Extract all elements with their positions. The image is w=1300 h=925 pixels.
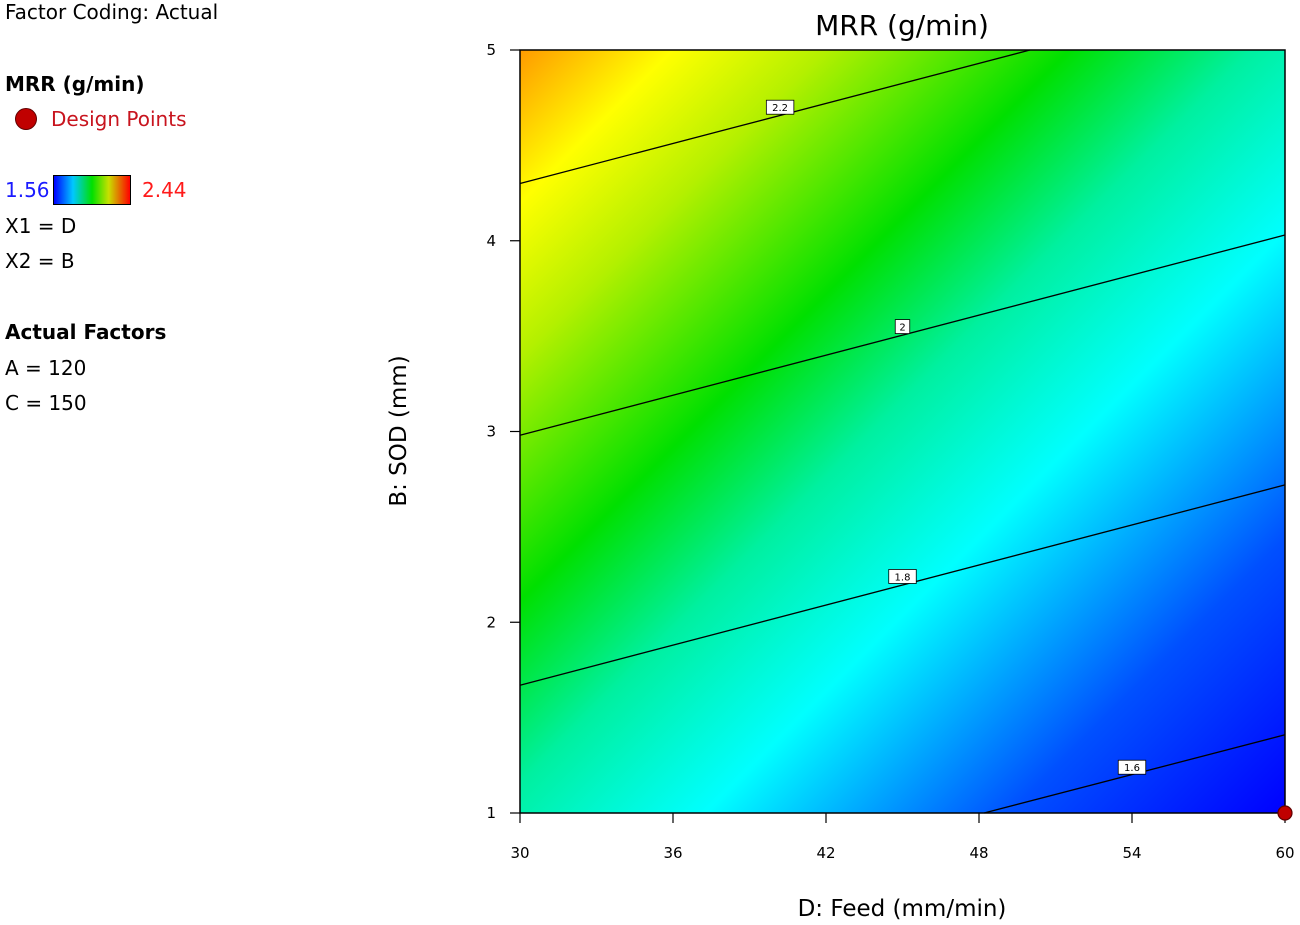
- color-range-max: 2.44: [142, 178, 187, 202]
- y-axis: 1 2 3 4 5: [486, 41, 520, 822]
- y-tick-label: 4: [486, 232, 496, 250]
- color-range-min: 1.56: [5, 178, 50, 202]
- contour-label: 2: [899, 323, 905, 334]
- contour-label: 1.8: [895, 572, 911, 583]
- contour-lines: 2.2 2 1.8 1.6: [519, 49, 1286, 814]
- y-tick-label: 3: [486, 423, 496, 441]
- x-tick-label: 42: [816, 844, 835, 862]
- response-heading: MRR (g/min): [5, 72, 145, 96]
- y-tick-label: 5: [486, 41, 496, 59]
- actual-factor-c: C = 150: [5, 391, 87, 415]
- color-scale-bar: [53, 175, 131, 205]
- contour-label: 2.2: [772, 103, 788, 114]
- x-axis-title: D: Feed (mm/min): [798, 896, 1007, 922]
- y-axis-title: B: SOD (mm): [386, 355, 412, 506]
- response-surface: [520, 50, 1285, 813]
- x2-assignment: X2 = B: [5, 249, 75, 273]
- contour-line-0: [519, 49, 1031, 185]
- actual-factor-a: A = 120: [5, 356, 87, 380]
- contour-label-box: [1117, 759, 1147, 775]
- x-tick-label: 54: [1122, 844, 1141, 862]
- factor-coding-label: Factor Coding: Actual: [5, 0, 219, 24]
- x-tick-label: 48: [969, 844, 988, 862]
- design-point-marker-icon: [15, 108, 37, 130]
- design-point: [1277, 805, 1293, 821]
- y-tick-label: 2: [486, 613, 496, 631]
- x-tick-label: 36: [663, 844, 682, 862]
- contour-line-1: [519, 234, 1286, 436]
- contour-label-box: [765, 99, 795, 115]
- design-points: [1277, 805, 1293, 821]
- x-tick-label: 60: [1275, 844, 1294, 862]
- x1-assignment: X1 = D: [5, 214, 77, 238]
- contour-label-box: [894, 319, 911, 334]
- contour-label: 1.6: [1124, 763, 1140, 774]
- chart-title: MRR (g/min): [815, 9, 989, 42]
- design-points-label: Design Points: [51, 107, 187, 131]
- actual-factors-heading: Actual Factors: [5, 320, 167, 344]
- y-tick-label: 1: [486, 804, 496, 822]
- x-tick-label: 30: [510, 844, 529, 862]
- x-axis: 30 36 42 48 54 60: [510, 813, 1295, 862]
- contour-line-2: [519, 484, 1286, 686]
- contour-label-box: [888, 569, 917, 584]
